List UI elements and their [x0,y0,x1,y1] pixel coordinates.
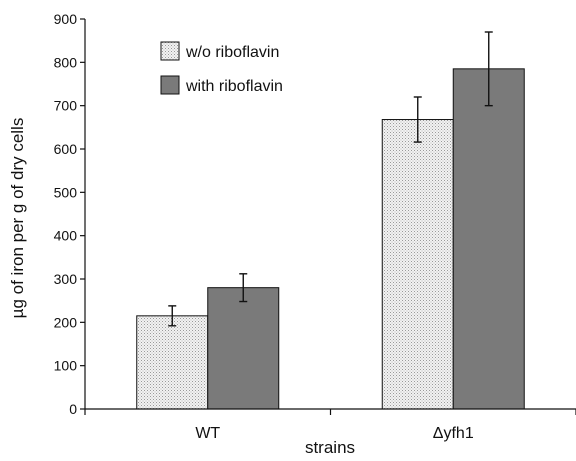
legend-swatch-with-riboflavin [160,75,180,95]
y-tick-label: 700 [54,98,78,114]
legend-label-with-riboflavin: with riboflavin [185,78,283,95]
y-tick-label: 100 [54,358,78,374]
x-tick-label: WT [195,425,220,442]
y-tick-label: 200 [54,314,78,330]
y-tick-label: 0 [69,401,77,417]
legend: w/o riboflavin with riboflavin [160,41,283,95]
bar [381,119,454,410]
y-tick-label: 500 [54,184,78,200]
y-tick-label: 400 [54,228,78,244]
x-axis-label: strains [305,438,355,457]
error-bars [168,31,493,327]
y-tick-label: 600 [54,141,78,157]
y-tick-label: 300 [54,271,78,287]
bars [136,68,525,410]
y-ticks: 0 100 200 300 400 500 600 700 800 900 [54,11,85,417]
legend-label-without-riboflavin: w/o riboflavin [185,44,279,61]
legend-swatch-without-riboflavin [160,41,180,61]
y-axis-label: µg of iron per g of dry cells [8,118,27,319]
y-tick-label: 800 [54,54,78,70]
y-tick-label: 900 [54,11,78,27]
x-ticks: WT Δyfh1 [84,409,576,442]
bar [207,287,280,410]
x-tick-label: Δyfh1 [433,425,474,442]
bar [452,68,525,410]
bar [136,315,209,410]
